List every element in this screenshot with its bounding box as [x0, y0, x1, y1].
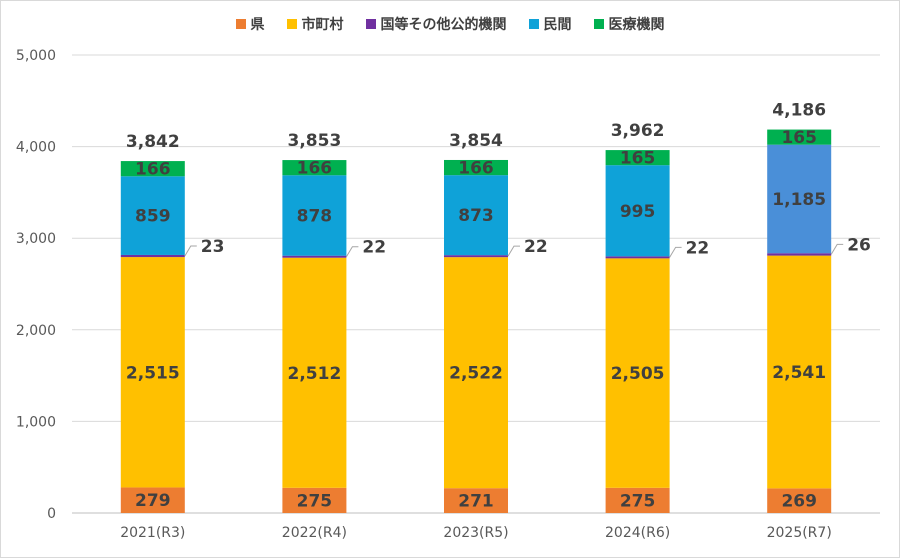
legend-label-national: 国等その他公的機関 [380, 17, 507, 33]
leader-line [669, 246, 682, 258]
legend-label-municipality: 市町村 [301, 17, 344, 33]
data-label: 271 [458, 492, 494, 512]
bar-segment [767, 253, 832, 256]
bar-segment [120, 487, 185, 513]
legend-item-medical: 医療機関 [593, 14, 665, 34]
bar-segment [444, 159, 508, 176]
x-tick-label: 2024(R6) [605, 525, 670, 541]
bar-segment [767, 129, 832, 145]
data-label: 275 [297, 491, 333, 511]
bar-segment [120, 176, 185, 255]
legend-item-national: 国等その他公的機関 [365, 14, 507, 34]
x-tick-label: 2022(R4) [282, 525, 347, 541]
bar-segment [282, 255, 347, 258]
legend-item-prefecture: 県 [235, 14, 265, 34]
data-label: 275 [620, 491, 656, 511]
legend-item-municipality: 市町村 [286, 14, 344, 34]
data-label: 22 [362, 238, 386, 258]
legend-swatch-private [528, 19, 539, 29]
data-label: 166 [458, 159, 494, 179]
data-label: 2,512 [288, 364, 342, 384]
bar-segment [605, 258, 670, 488]
data-label: 166 [297, 159, 333, 179]
data-label: 269 [781, 492, 817, 512]
total-label: 3,854 [449, 131, 503, 151]
x-tick-label: 2023(R5) [443, 525, 508, 541]
data-label: 23 [201, 237, 225, 257]
data-label: 859 [135, 207, 171, 227]
bar-segment [282, 160, 347, 176]
total-label: 3,962 [611, 121, 665, 141]
bar-segment [120, 161, 185, 177]
data-label: 2,505 [611, 364, 665, 384]
bar-segment [444, 488, 508, 513]
data-label: 2,541 [772, 363, 826, 383]
y-tick-label: 2,000 [16, 323, 56, 339]
bar-segment [120, 257, 185, 488]
data-label: 166 [135, 160, 171, 180]
x-tick-label: 2021(R3) [120, 525, 185, 541]
legend-label-medical: 医療機関 [608, 17, 665, 33]
data-label: 22 [686, 238, 710, 258]
data-label: 165 [620, 149, 656, 169]
data-label: 165 [781, 128, 817, 148]
y-tick-label: 4,000 [16, 140, 56, 156]
leader-line [507, 245, 520, 257]
bar-segment [120, 254, 185, 258]
leader-line [830, 243, 844, 255]
bar-segment [767, 488, 832, 513]
y-tick-label: 3,000 [16, 231, 56, 247]
total-label: 3,853 [288, 131, 342, 151]
legend-swatch-medical [593, 19, 604, 29]
bar-segment [605, 256, 670, 259]
legend-label-prefecture: 県 [250, 17, 265, 33]
y-tick-label: 1,000 [16, 414, 56, 430]
legend: 県 市町村 国等その他公的機関 民間 医療機関 [0, 14, 900, 34]
total-label: 3,842 [126, 132, 180, 152]
bar-segment [282, 487, 347, 513]
leader-line [184, 245, 197, 257]
y-tick-label: 5,000 [16, 48, 56, 64]
bar-segment [444, 175, 508, 256]
data-label: 995 [620, 202, 656, 222]
legend-item-private: 民間 [528, 14, 572, 34]
data-label: 22 [524, 237, 548, 257]
legend-label-private: 民間 [543, 17, 572, 33]
data-label: 873 [458, 206, 494, 226]
legend-swatch-municipality [286, 19, 297, 29]
bar-segment [605, 150, 670, 166]
bar-segment [605, 165, 670, 257]
data-label: 1,185 [772, 190, 826, 210]
bar-segment [282, 257, 347, 488]
data-label: 26 [847, 235, 871, 255]
data-label: 279 [135, 491, 171, 511]
bar-segment [767, 144, 832, 254]
bar-segment [767, 255, 832, 489]
legend-swatch-prefecture [235, 19, 246, 29]
data-label: 878 [297, 206, 333, 226]
bar-segment [605, 487, 670, 513]
leader-line [345, 246, 359, 257]
bar-segment [282, 175, 347, 256]
y-tick-label: 0 [47, 506, 56, 522]
bar-segment [444, 255, 508, 258]
total-label: 4,186 [772, 101, 826, 121]
data-label: 2,515 [126, 363, 180, 383]
data-label: 2,522 [449, 364, 503, 384]
x-tick-label: 2025(R7) [767, 525, 832, 541]
legend-swatch-national [365, 19, 376, 29]
bar-segment [444, 257, 508, 489]
